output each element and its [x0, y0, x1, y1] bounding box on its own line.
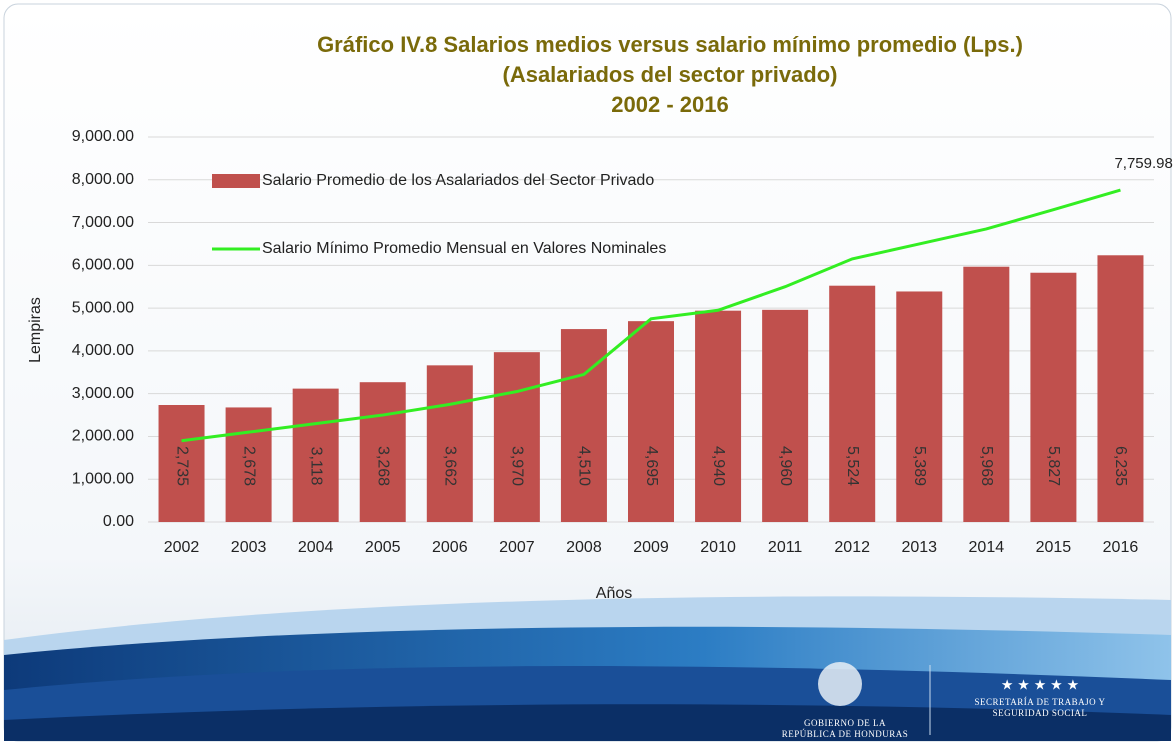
x-tick-label: 2006 [432, 539, 468, 556]
data-label: 4,510 [576, 446, 593, 486]
y-tick-label: 8,000.00 [72, 171, 134, 188]
legend-label: Salario Mínimo Promedio Mensual en Valor… [262, 240, 666, 257]
y-tick-label: 1,000.00 [72, 470, 134, 487]
footer-text: SECRETARÍA DE TRABAJO Y [974, 697, 1105, 707]
data-label: 4,940 [710, 446, 727, 486]
x-axis-title: Años [596, 585, 632, 602]
bar [695, 311, 741, 522]
x-tick-label: 2007 [499, 539, 535, 556]
bar [762, 310, 808, 522]
data-label: 5,968 [978, 446, 995, 486]
bar [494, 352, 540, 522]
y-tick-label: 7,000.00 [72, 214, 134, 231]
chart-title: Gráfico IV.8 Salarios medios versus sala… [317, 32, 1023, 57]
chart-title: 2002 - 2016 [611, 92, 728, 117]
data-label: 3,662 [442, 446, 459, 486]
y-tick-label: 4,000.00 [72, 342, 134, 359]
footer-text: SEGURIDAD SOCIAL [993, 708, 1088, 718]
y-tick-label: 2,000.00 [72, 428, 134, 445]
stars: ★ ★ ★ ★ ★ [1001, 677, 1079, 693]
x-tick-label: 2009 [633, 539, 669, 556]
y-tick-label: 0.00 [103, 513, 134, 530]
y-axis-title: Lempiras [27, 297, 44, 363]
data-label: 2,735 [173, 446, 190, 486]
footer-text: GOBIERNO DE LA [804, 718, 886, 728]
chart-title: (Asalariados del sector privado) [503, 62, 838, 87]
y-tick-label: 3,000.00 [72, 385, 134, 402]
y-tick-label: 6,000.00 [72, 257, 134, 274]
chart: GOBIERNO DE LA REPÚBLICA DE HONDURAS ★ ★… [0, 0, 1175, 745]
bar [427, 365, 473, 522]
y-tick-label: 5,000.00 [72, 299, 134, 316]
data-label: 3,268 [374, 446, 391, 486]
bar [896, 291, 942, 522]
x-tick-label: 2010 [700, 539, 736, 556]
bar [628, 321, 674, 522]
x-tick-label: 2011 [768, 539, 803, 556]
data-label: 6,235 [1112, 446, 1129, 486]
y-tick-label: 9,000.00 [72, 128, 134, 145]
data-label: 5,827 [1045, 446, 1062, 486]
data-label: 7,759.98 [1114, 155, 1172, 172]
data-label: 4,695 [643, 446, 660, 486]
emblem [818, 662, 862, 706]
x-tick-label: 2014 [969, 539, 1005, 556]
legend-swatch [212, 174, 260, 188]
x-tick-label: 2003 [231, 539, 267, 556]
data-label: 4,960 [777, 446, 794, 486]
x-tick-label: 2015 [1036, 539, 1072, 556]
x-tick-label: 2008 [566, 539, 602, 556]
data-label: 2,678 [240, 446, 257, 486]
data-label: 5,389 [911, 446, 928, 486]
bar [829, 286, 875, 522]
x-tick-label: 2012 [834, 539, 870, 556]
x-tick-label: 2016 [1103, 539, 1139, 556]
footer-text: REPÚBLICA DE HONDURAS [782, 729, 909, 739]
x-tick-label: 2005 [365, 539, 401, 556]
bar [561, 329, 607, 522]
data-label: 3,970 [509, 446, 526, 486]
data-label: 3,118 [307, 447, 324, 486]
data-label: 5,524 [844, 446, 861, 486]
x-tick-label: 2002 [164, 539, 200, 556]
legend-label: Salario Promedio de los Asalariados del … [262, 172, 654, 189]
x-tick-label: 2013 [901, 539, 937, 556]
x-tick-label: 2004 [298, 539, 334, 556]
